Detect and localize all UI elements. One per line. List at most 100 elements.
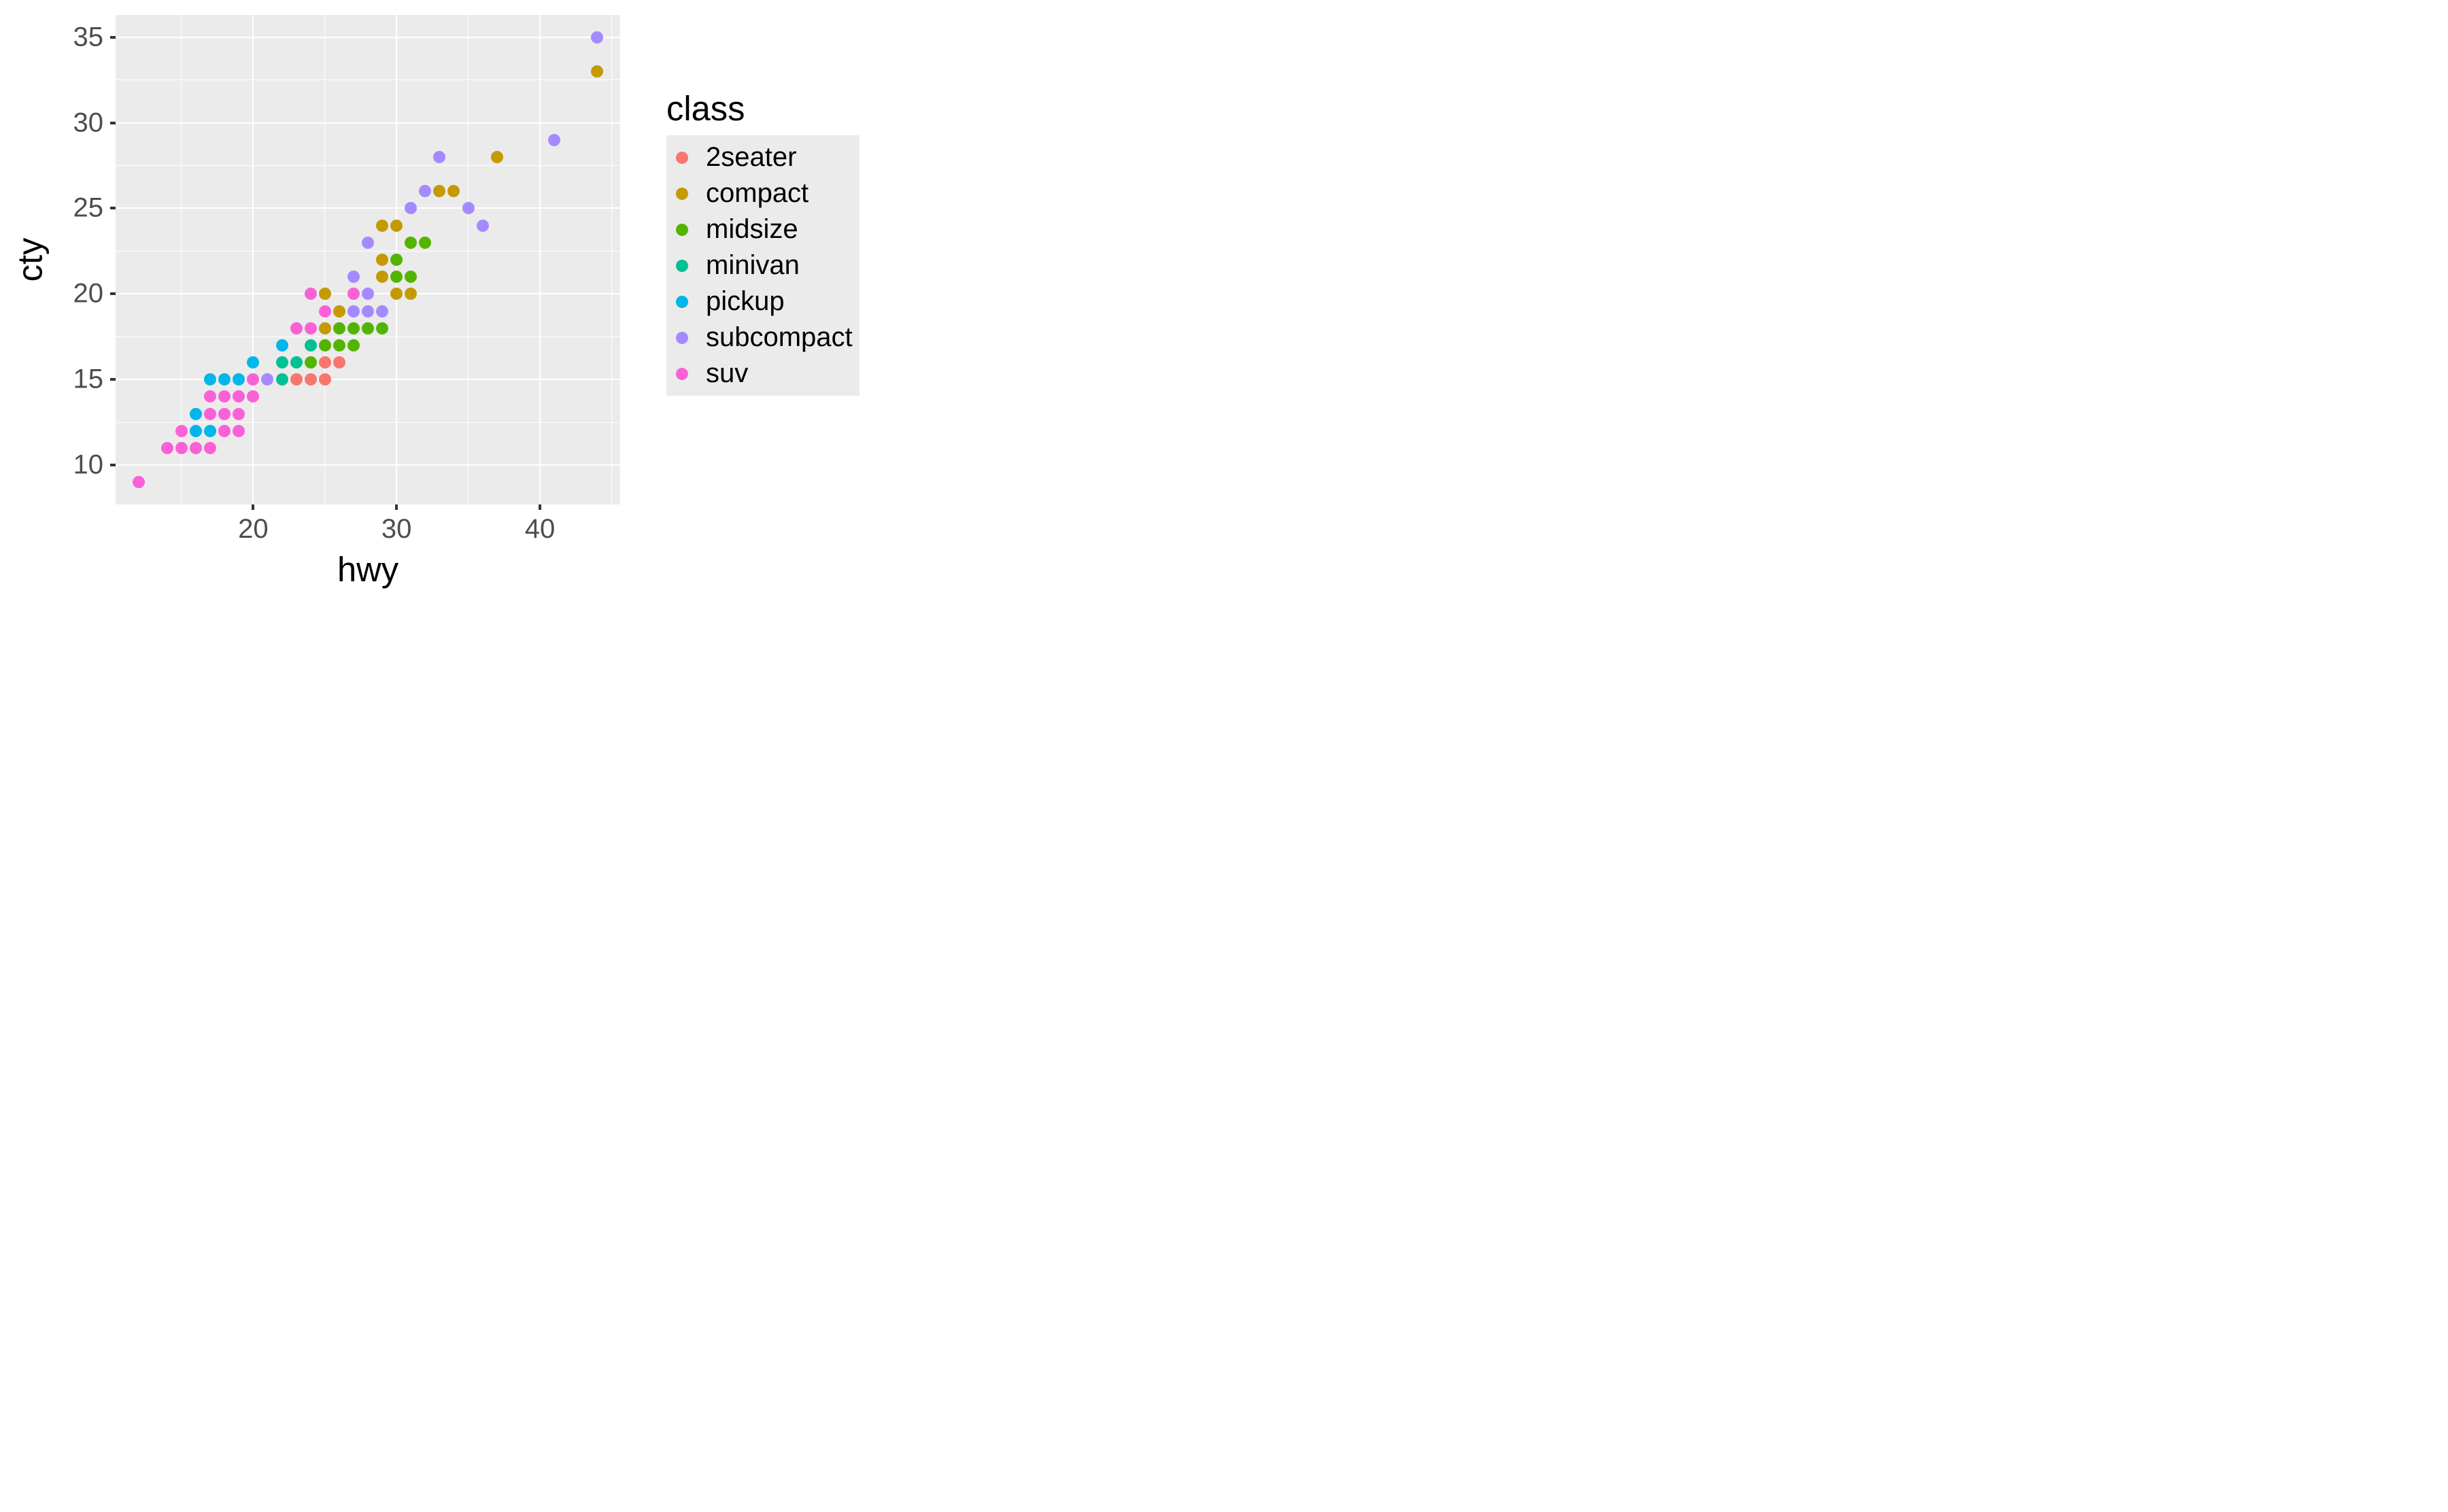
- data-point: [190, 425, 202, 437]
- data-point: [347, 305, 360, 317]
- legend-dot-icon: [676, 224, 688, 236]
- scatter-chart: 101520253035 203040 hwy cty class 2seate…: [0, 0, 1004, 620]
- data-point: [362, 237, 374, 249]
- data-point: [233, 373, 245, 385]
- data-point: [376, 254, 388, 266]
- legend-dot-icon: [676, 296, 688, 308]
- legend-items: 2seater compactmidsizeminivan pickupsubcom…: [666, 135, 860, 396]
- data-point: [261, 373, 273, 385]
- legend-item-compact: compact: [670, 175, 853, 211]
- legend-key: [670, 218, 694, 241]
- plot-panel: [116, 15, 620, 504]
- data-point: [376, 220, 388, 232]
- x-tick-label: 30: [381, 514, 412, 545]
- data-point: [347, 322, 360, 334]
- data-point: [204, 425, 216, 437]
- x-tick-label: 20: [238, 514, 269, 545]
- data-point: [376, 305, 388, 317]
- data-point: [433, 185, 445, 197]
- legend-label: suv: [706, 358, 748, 389]
- legend-item-suv: suv: [670, 356, 853, 392]
- data-point: [491, 151, 503, 163]
- legend-item-subcompact: subcompact: [670, 320, 853, 356]
- data-point: [233, 408, 245, 420]
- legend-label: minivan: [706, 250, 800, 281]
- data-point: [390, 271, 403, 283]
- legend-key: [670, 290, 694, 313]
- legend-item-2seater: 2seater: [670, 139, 853, 175]
- legend-key: [670, 326, 694, 349]
- data-point: [333, 356, 345, 368]
- data-point: [333, 305, 345, 317]
- data-point: [333, 339, 345, 351]
- data-point: [305, 322, 317, 334]
- legend-label: pickup: [706, 286, 785, 317]
- data-point: [305, 356, 317, 368]
- data-point: [591, 31, 603, 44]
- data-point: [347, 288, 360, 300]
- data-point: [290, 373, 303, 385]
- data-point: [190, 408, 202, 420]
- data-point: [477, 220, 489, 232]
- data-point: [204, 373, 216, 385]
- data-point: [405, 271, 417, 283]
- data-point: [319, 305, 331, 317]
- data-point: [347, 271, 360, 283]
- legend-label: compact: [706, 178, 809, 209]
- data-point: [405, 202, 417, 214]
- data-point: [362, 322, 374, 334]
- data-point: [548, 134, 560, 146]
- data-point: [433, 151, 445, 163]
- data-point: [247, 373, 259, 385]
- legend-dot-icon: [676, 260, 688, 272]
- data-point: [190, 442, 202, 454]
- data-point: [376, 271, 388, 283]
- data-point: [204, 408, 216, 420]
- data-point: [305, 288, 317, 300]
- x-axis-title: hwy: [337, 549, 398, 589]
- data-point: [276, 339, 288, 351]
- data-point: [218, 373, 231, 385]
- data-point: [405, 237, 417, 249]
- y-tick-label: 30: [73, 107, 104, 138]
- data-point: [419, 185, 431, 197]
- legend-key: [670, 146, 694, 169]
- data-point: [376, 322, 388, 334]
- legend-item-minivan: minivan: [670, 247, 853, 284]
- data-point: [333, 322, 345, 334]
- legend-key: [670, 182, 694, 205]
- data-point: [133, 476, 145, 488]
- data-point: [305, 339, 317, 351]
- data-point: [233, 425, 245, 437]
- data-point: [276, 356, 288, 368]
- data-point: [390, 254, 403, 266]
- y-tick-label: 35: [73, 22, 104, 52]
- data-point: [462, 202, 475, 214]
- data-point: [319, 288, 331, 300]
- data-point: [591, 65, 603, 78]
- y-tick-label: 15: [73, 364, 104, 395]
- data-point: [218, 390, 231, 402]
- legend: class 2seater compactmidsizeminivan pickup…: [666, 88, 860, 396]
- data-point: [290, 322, 303, 334]
- legend-item-pickup: pickup: [670, 284, 853, 320]
- legend-dot-icon: [676, 332, 688, 344]
- data-point: [447, 185, 460, 197]
- data-point: [218, 408, 231, 420]
- data-point: [218, 425, 231, 437]
- legend-item-midsize: midsize: [670, 211, 853, 247]
- data-point: [233, 390, 245, 402]
- legend-dot-icon: [676, 368, 688, 380]
- data-point: [305, 373, 317, 385]
- data-point: [319, 356, 331, 368]
- legend-label: 2seater: [706, 142, 796, 173]
- y-tick-label: 25: [73, 193, 104, 224]
- legend-dot-icon: [676, 188, 688, 200]
- data-point: [390, 288, 403, 300]
- data-point: [204, 442, 216, 454]
- x-tick-label: 40: [525, 514, 556, 545]
- data-point: [347, 339, 360, 351]
- legend-title: class: [666, 88, 860, 128]
- data-point: [175, 425, 188, 437]
- y-tick-label: 10: [73, 450, 104, 481]
